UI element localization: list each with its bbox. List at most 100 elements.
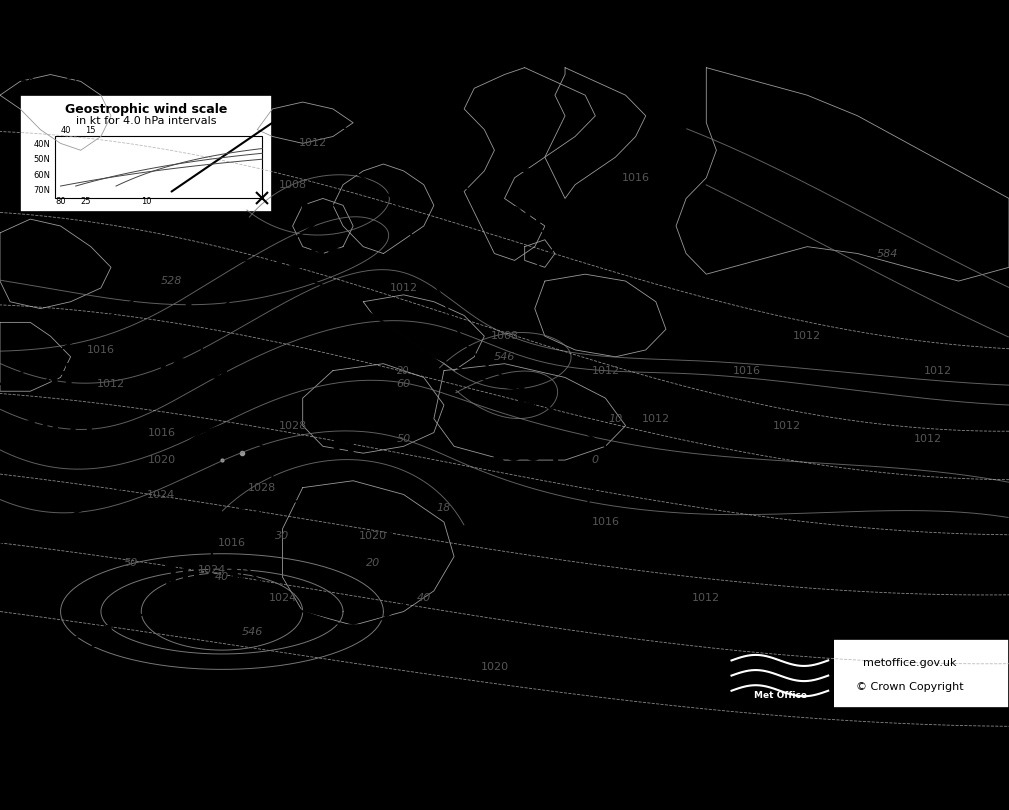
Polygon shape (122, 475, 137, 485)
Text: 1008: 1008 (749, 281, 825, 309)
Polygon shape (102, 488, 117, 499)
Text: metoffice.gov.uk: metoffice.gov.uk (864, 659, 957, 668)
Polygon shape (535, 267, 552, 279)
Polygon shape (399, 198, 414, 214)
Polygon shape (494, 359, 512, 371)
Polygon shape (192, 164, 209, 176)
Polygon shape (323, 214, 337, 225)
Text: 1028: 1028 (248, 483, 276, 492)
Text: 1016: 1016 (622, 173, 650, 183)
Text: 1016: 1016 (87, 345, 115, 355)
Polygon shape (166, 267, 185, 278)
Text: Forecast chart (T+12) valid 00 UTC Thu 30 MAY 2024: Forecast chart (T+12) valid 00 UTC Thu 3… (20, 75, 396, 87)
Polygon shape (258, 257, 277, 266)
Text: 1012: 1012 (642, 414, 670, 424)
Polygon shape (207, 309, 221, 322)
Polygon shape (376, 520, 390, 529)
Polygon shape (441, 357, 459, 368)
Polygon shape (515, 373, 532, 384)
Polygon shape (227, 254, 247, 261)
Polygon shape (277, 109, 296, 120)
Text: 1010: 1010 (648, 584, 724, 612)
Polygon shape (429, 260, 444, 276)
Text: 1021: 1021 (22, 419, 99, 447)
Text: 1008: 1008 (278, 180, 307, 190)
Polygon shape (232, 296, 246, 308)
Text: 1012: 1012 (773, 420, 801, 431)
Polygon shape (147, 612, 164, 620)
Polygon shape (106, 305, 123, 317)
Polygon shape (381, 319, 399, 330)
Polygon shape (264, 492, 276, 504)
Polygon shape (215, 513, 229, 522)
Polygon shape (15, 364, 33, 374)
Polygon shape (272, 471, 282, 484)
Polygon shape (590, 492, 605, 509)
Circle shape (234, 558, 250, 569)
Polygon shape (224, 522, 241, 531)
Polygon shape (162, 447, 178, 458)
Text: 20: 20 (366, 558, 380, 569)
Polygon shape (595, 428, 612, 439)
Polygon shape (320, 281, 338, 292)
Polygon shape (142, 461, 157, 471)
Text: 50: 50 (124, 558, 138, 569)
Text: L: L (515, 383, 535, 411)
Polygon shape (412, 339, 429, 352)
Text: 40: 40 (61, 126, 71, 135)
Text: 40: 40 (417, 593, 431, 603)
Polygon shape (575, 414, 592, 426)
Text: 1024: 1024 (268, 593, 297, 603)
Polygon shape (45, 347, 63, 358)
Text: 15: 15 (86, 126, 96, 135)
Polygon shape (19, 653, 38, 662)
FancyBboxPatch shape (726, 639, 1009, 708)
Text: 1002: 1002 (486, 206, 563, 233)
Text: L: L (298, 190, 318, 220)
Circle shape (355, 620, 371, 631)
Polygon shape (375, 132, 396, 143)
Text: 1012: 1012 (299, 139, 327, 148)
Text: in kt for 4.0 hPa intervals: in kt for 4.0 hPa intervals (76, 116, 217, 126)
Polygon shape (494, 295, 512, 306)
Text: 10: 10 (141, 197, 151, 206)
Text: © Crown Copyright: © Crown Copyright (857, 682, 964, 693)
Polygon shape (409, 219, 424, 235)
Text: 1029: 1029 (63, 680, 139, 709)
Text: 0: 0 (591, 455, 599, 465)
Polygon shape (471, 371, 489, 382)
Polygon shape (407, 554, 421, 564)
Polygon shape (172, 178, 189, 190)
Circle shape (396, 599, 412, 610)
Text: 528: 528 (160, 276, 183, 286)
Text: 1029: 1029 (305, 488, 381, 516)
Polygon shape (383, 180, 401, 191)
Text: 10: 10 (608, 414, 623, 424)
Polygon shape (0, 374, 12, 386)
Text: 1012: 1012 (924, 365, 952, 376)
Polygon shape (265, 492, 279, 501)
Polygon shape (351, 298, 368, 310)
Text: 40N: 40N (33, 140, 50, 149)
Polygon shape (434, 160, 451, 171)
Polygon shape (565, 529, 582, 540)
Text: L: L (192, 507, 212, 536)
Text: 1012: 1012 (793, 331, 821, 341)
Text: H: H (330, 431, 356, 460)
Text: 1016: 1016 (733, 365, 761, 376)
Polygon shape (500, 381, 520, 390)
Text: 40: 40 (215, 572, 229, 582)
Text: 70N: 70N (33, 186, 50, 195)
Polygon shape (600, 477, 616, 492)
Circle shape (274, 592, 291, 603)
Text: Met Office: Met Office (754, 691, 806, 700)
Polygon shape (136, 284, 153, 296)
Polygon shape (242, 271, 258, 284)
Polygon shape (550, 228, 566, 244)
Text: 1008: 1008 (490, 331, 519, 341)
Polygon shape (212, 151, 229, 162)
Polygon shape (486, 187, 507, 198)
Polygon shape (535, 215, 552, 226)
Polygon shape (326, 499, 340, 509)
Polygon shape (406, 146, 426, 157)
